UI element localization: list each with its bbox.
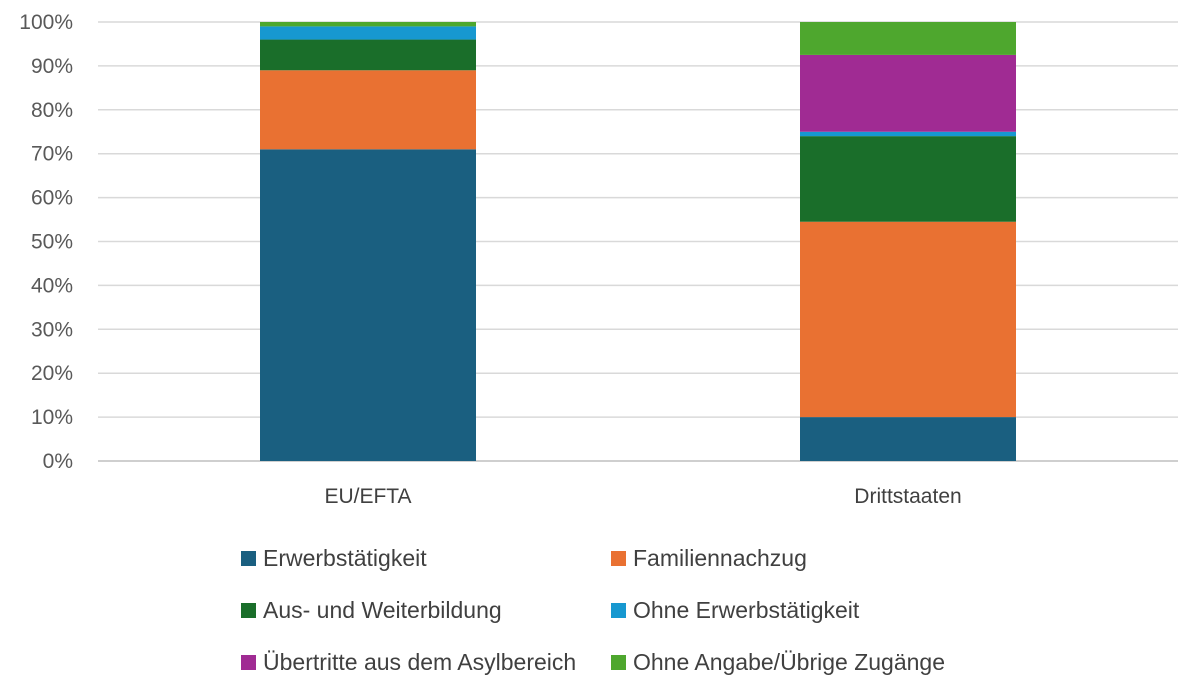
- bars: [260, 22, 1016, 461]
- bar-segment-2-1: [800, 417, 1016, 461]
- y-tick-label: 30%: [31, 318, 73, 341]
- y-tick-label: 60%: [31, 187, 73, 210]
- bar-segment-2-6: [800, 22, 1016, 55]
- y-tick-label: 0%: [43, 450, 73, 473]
- y-tick-label: 100%: [19, 11, 73, 34]
- bar-segment-2-5: [800, 54, 1016, 132]
- y-tick-label: 10%: [31, 406, 73, 429]
- bar-segment-2-4: [800, 131, 1016, 137]
- y-tick-label: 40%: [31, 274, 73, 297]
- bar-segment-1-2: [260, 70, 476, 150]
- y-tick-label: 20%: [31, 362, 73, 385]
- bar-segment-1-6: [260, 22, 476, 27]
- bar-segment-2-3: [800, 136, 1016, 222]
- x-category-label: EU/EFTA: [324, 485, 411, 508]
- bar-segment-1-3: [260, 39, 476, 71]
- y-tick-label: 70%: [31, 143, 73, 166]
- bar-segment-1-4: [260, 26, 476, 40]
- y-tick-label: 90%: [31, 55, 73, 78]
- x-category-label: Drittstaaten: [854, 485, 961, 508]
- y-axis-ticks: 0% 10% 20% 30% 40% 50% 60% 70% 80% 90% 100%: [19, 11, 73, 473]
- x-axis-labels: EU/EFTA Drittstaaten: [324, 485, 961, 508]
- y-tick-label: 50%: [31, 231, 73, 254]
- y-tick-label: 80%: [31, 99, 73, 122]
- bar-segment-1-1: [260, 149, 476, 461]
- bar-segment-2-2: [800, 221, 1016, 418]
